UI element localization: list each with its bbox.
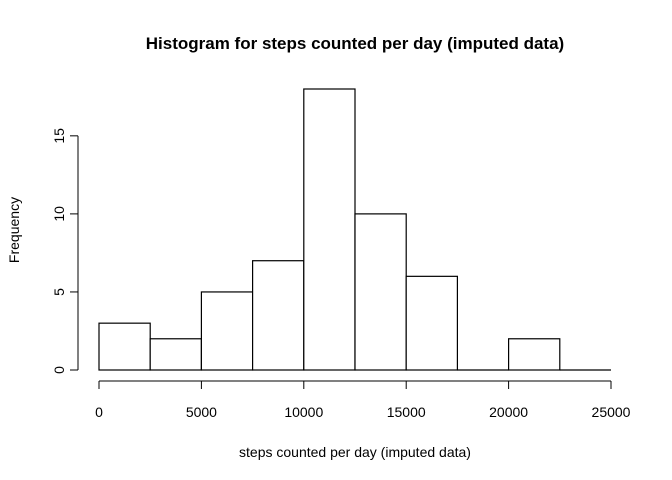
histogram-bar-1 <box>149 338 202 371</box>
y-axis-label: Frequency <box>6 197 22 263</box>
y-tick-label-2: 10 <box>51 206 67 222</box>
y-axis: 0 5 10 15 <box>51 128 79 374</box>
histogram-bar-4 <box>303 88 356 371</box>
histogram-bar-6 <box>405 275 459 371</box>
x-tick-label-5: 25000 <box>592 404 631 420</box>
chart-title: Histogram for steps counted per day (imp… <box>146 34 564 53</box>
x-tick-label-0: 0 <box>95 404 103 420</box>
x-axis-label: steps counted per day (imputed data) <box>239 444 471 460</box>
x-axis: 0 5000 10000 15000 20000 25000 <box>95 380 631 420</box>
bars-group <box>98 88 611 371</box>
x-tick-label-3: 15000 <box>387 404 426 420</box>
x-tick-label-2: 10000 <box>284 404 323 420</box>
x-tick-label-4: 20000 <box>489 404 528 420</box>
histogram-bar-3 <box>252 260 305 371</box>
y-tick-label-3: 15 <box>51 128 67 144</box>
x-tick-label-1: 5000 <box>186 404 217 420</box>
y-tick-label-1: 5 <box>51 288 67 296</box>
histogram-bar-0 <box>98 322 151 371</box>
y-tick-label-0: 0 <box>51 366 67 374</box>
histogram-bar-5 <box>354 213 407 371</box>
histogram-bar-8 <box>508 338 561 371</box>
histogram-bar-2 <box>200 291 254 371</box>
